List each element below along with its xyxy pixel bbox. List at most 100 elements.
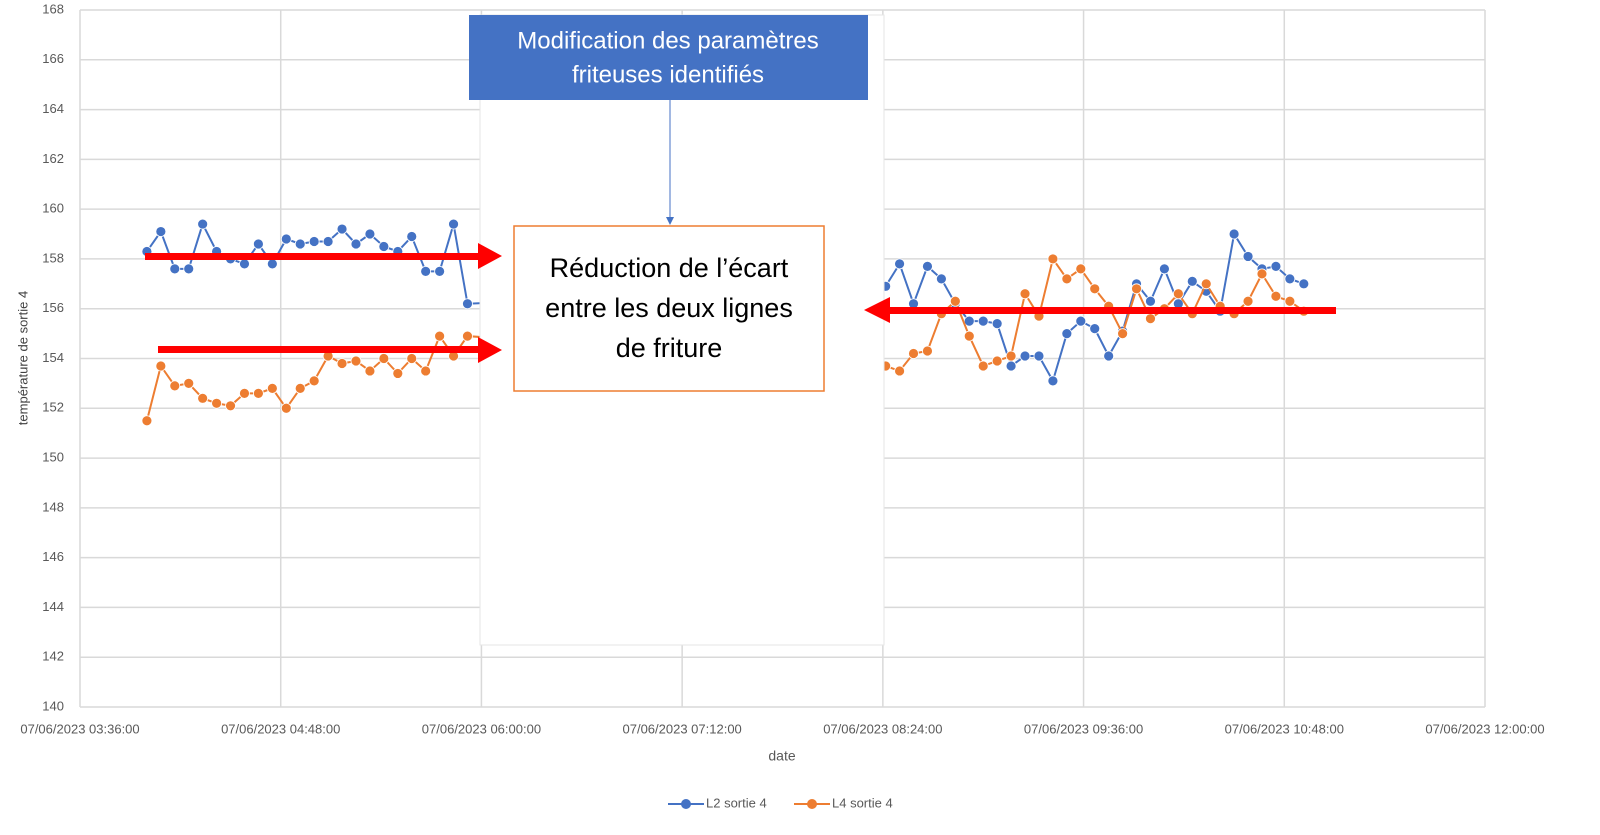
point bbox=[1145, 295, 1156, 307]
point bbox=[253, 387, 264, 399]
point bbox=[991, 355, 1003, 367]
point bbox=[1270, 260, 1282, 272]
point bbox=[1228, 228, 1240, 240]
point bbox=[266, 382, 278, 394]
arrow bbox=[158, 346, 480, 353]
point bbox=[183, 263, 195, 275]
point bbox=[935, 273, 947, 285]
point bbox=[197, 218, 209, 230]
point bbox=[977, 315, 989, 327]
point bbox=[1005, 350, 1017, 362]
point bbox=[308, 375, 320, 387]
y-tick-label: 162 bbox=[42, 151, 64, 166]
point bbox=[378, 353, 390, 364]
point bbox=[949, 295, 961, 307]
arrow bbox=[888, 307, 1336, 314]
point bbox=[350, 238, 362, 250]
point bbox=[1061, 328, 1073, 340]
y-axis-title: température de sortie 4 bbox=[15, 291, 30, 425]
annotation-text: friteuses identifiés bbox=[572, 61, 764, 88]
y-tick-label: 150 bbox=[42, 450, 64, 465]
point bbox=[336, 223, 348, 235]
point bbox=[1089, 323, 1101, 335]
legend-label: L2 sortie 4 bbox=[706, 795, 767, 810]
point bbox=[1005, 360, 1017, 372]
point bbox=[225, 400, 236, 412]
x-tick-label: 07/06/2023 03:36:00 bbox=[20, 721, 139, 736]
point bbox=[406, 353, 418, 364]
point bbox=[1284, 295, 1296, 307]
point bbox=[155, 360, 167, 372]
annotation-text: de friture bbox=[616, 333, 723, 363]
arrow-head bbox=[478, 337, 502, 363]
point bbox=[1047, 253, 1059, 265]
point bbox=[169, 263, 181, 275]
point bbox=[420, 365, 432, 377]
annotation-text: Modification des paramètres bbox=[517, 27, 818, 54]
point bbox=[1256, 268, 1268, 280]
y-tick-label: 146 bbox=[42, 549, 64, 564]
y-tick-label: 166 bbox=[42, 51, 64, 66]
arrow-head bbox=[478, 243, 502, 269]
point bbox=[1200, 278, 1212, 290]
point bbox=[253, 238, 264, 250]
point bbox=[894, 365, 905, 377]
legend-label: L4 sortie 4 bbox=[832, 795, 893, 810]
legend: L2 sortie 4 L4 sortie 4 bbox=[668, 795, 893, 810]
y-tick-label: 160 bbox=[42, 201, 64, 216]
annotation-text: Réduction de l’écart bbox=[550, 253, 789, 283]
legend-marker bbox=[681, 799, 691, 809]
point bbox=[434, 330, 446, 342]
x-tick-label: 07/06/2023 08:24:00 bbox=[823, 721, 942, 736]
y-tick-label: 158 bbox=[42, 250, 64, 265]
point bbox=[1242, 295, 1254, 307]
series bbox=[141, 218, 1310, 427]
y-tick-label: 144 bbox=[42, 599, 64, 614]
point bbox=[280, 402, 292, 414]
point bbox=[462, 298, 473, 310]
point bbox=[1075, 315, 1087, 327]
point bbox=[392, 368, 404, 379]
y-tick-label: 164 bbox=[42, 101, 64, 116]
y-tick-label: 154 bbox=[42, 350, 64, 365]
point bbox=[894, 258, 905, 270]
point bbox=[1242, 251, 1254, 262]
point bbox=[183, 377, 195, 389]
arrow-head bbox=[864, 297, 890, 323]
point bbox=[308, 236, 320, 247]
point bbox=[211, 397, 222, 409]
arrow-head bbox=[666, 217, 674, 225]
legend-marker bbox=[807, 799, 817, 809]
point bbox=[1061, 273, 1073, 285]
point bbox=[239, 258, 250, 270]
arrow bbox=[145, 253, 480, 260]
x-tick-label: 07/06/2023 06:00:00 bbox=[422, 721, 541, 736]
point bbox=[1117, 328, 1128, 340]
point bbox=[280, 233, 292, 245]
point bbox=[420, 265, 432, 277]
point bbox=[350, 355, 362, 367]
annotation-box bbox=[469, 15, 868, 100]
point bbox=[1159, 263, 1170, 275]
point bbox=[294, 238, 306, 250]
point bbox=[266, 258, 278, 270]
y-tick-label: 142 bbox=[42, 649, 64, 664]
x-tick-label: 07/06/2023 10:48:00 bbox=[1225, 721, 1344, 736]
point bbox=[294, 382, 306, 394]
point bbox=[991, 318, 1003, 330]
point bbox=[1172, 288, 1184, 300]
point bbox=[336, 358, 348, 369]
point bbox=[322, 236, 334, 247]
point bbox=[239, 387, 250, 399]
x-axis-title: date bbox=[768, 748, 795, 764]
point bbox=[977, 360, 989, 372]
point bbox=[1019, 288, 1031, 300]
point bbox=[1145, 313, 1156, 325]
point bbox=[1047, 375, 1059, 387]
point bbox=[406, 231, 418, 242]
annotation-box bbox=[513, 225, 825, 392]
point bbox=[378, 241, 390, 252]
point bbox=[448, 218, 459, 230]
x-tick-label: 07/06/2023 04:48:00 bbox=[221, 721, 340, 736]
